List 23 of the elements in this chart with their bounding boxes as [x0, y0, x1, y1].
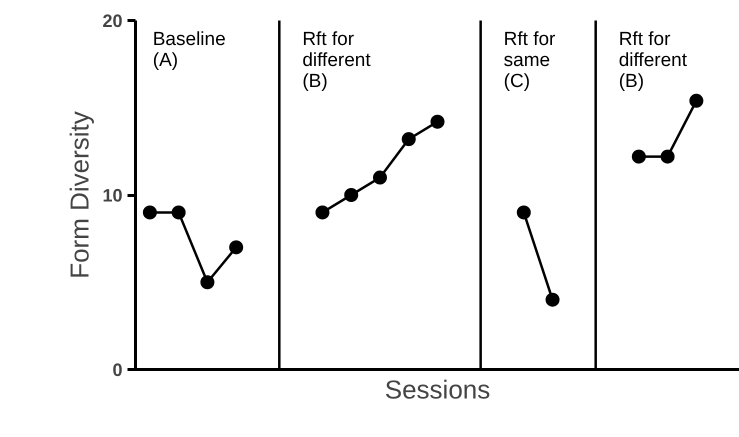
point — [632, 150, 646, 164]
point — [142, 205, 157, 220]
point — [315, 205, 330, 220]
point — [402, 132, 416, 146]
point — [200, 275, 214, 290]
point — [689, 94, 704, 108]
point — [546, 292, 560, 307]
annotation: Rft for different (B) — [302, 29, 372, 92]
annotation: Rft for different (B) — [618, 29, 688, 92]
y-tick-label: 0 — [112, 360, 123, 380]
annotation: Rft for same (C) — [504, 29, 556, 92]
point — [229, 240, 244, 254]
y-tick-label: 20 — [102, 11, 123, 31]
point — [344, 188, 358, 202]
y-tick-label: 10 — [102, 186, 123, 206]
annotation: Baseline (A) — [152, 29, 226, 72]
point — [660, 150, 675, 164]
y-axis-title: Form Diversity — [64, 111, 94, 279]
point — [172, 205, 186, 220]
point — [430, 114, 444, 129]
x-axis-title: Sessions — [384, 374, 490, 404]
point — [372, 170, 387, 185]
point — [516, 205, 531, 220]
